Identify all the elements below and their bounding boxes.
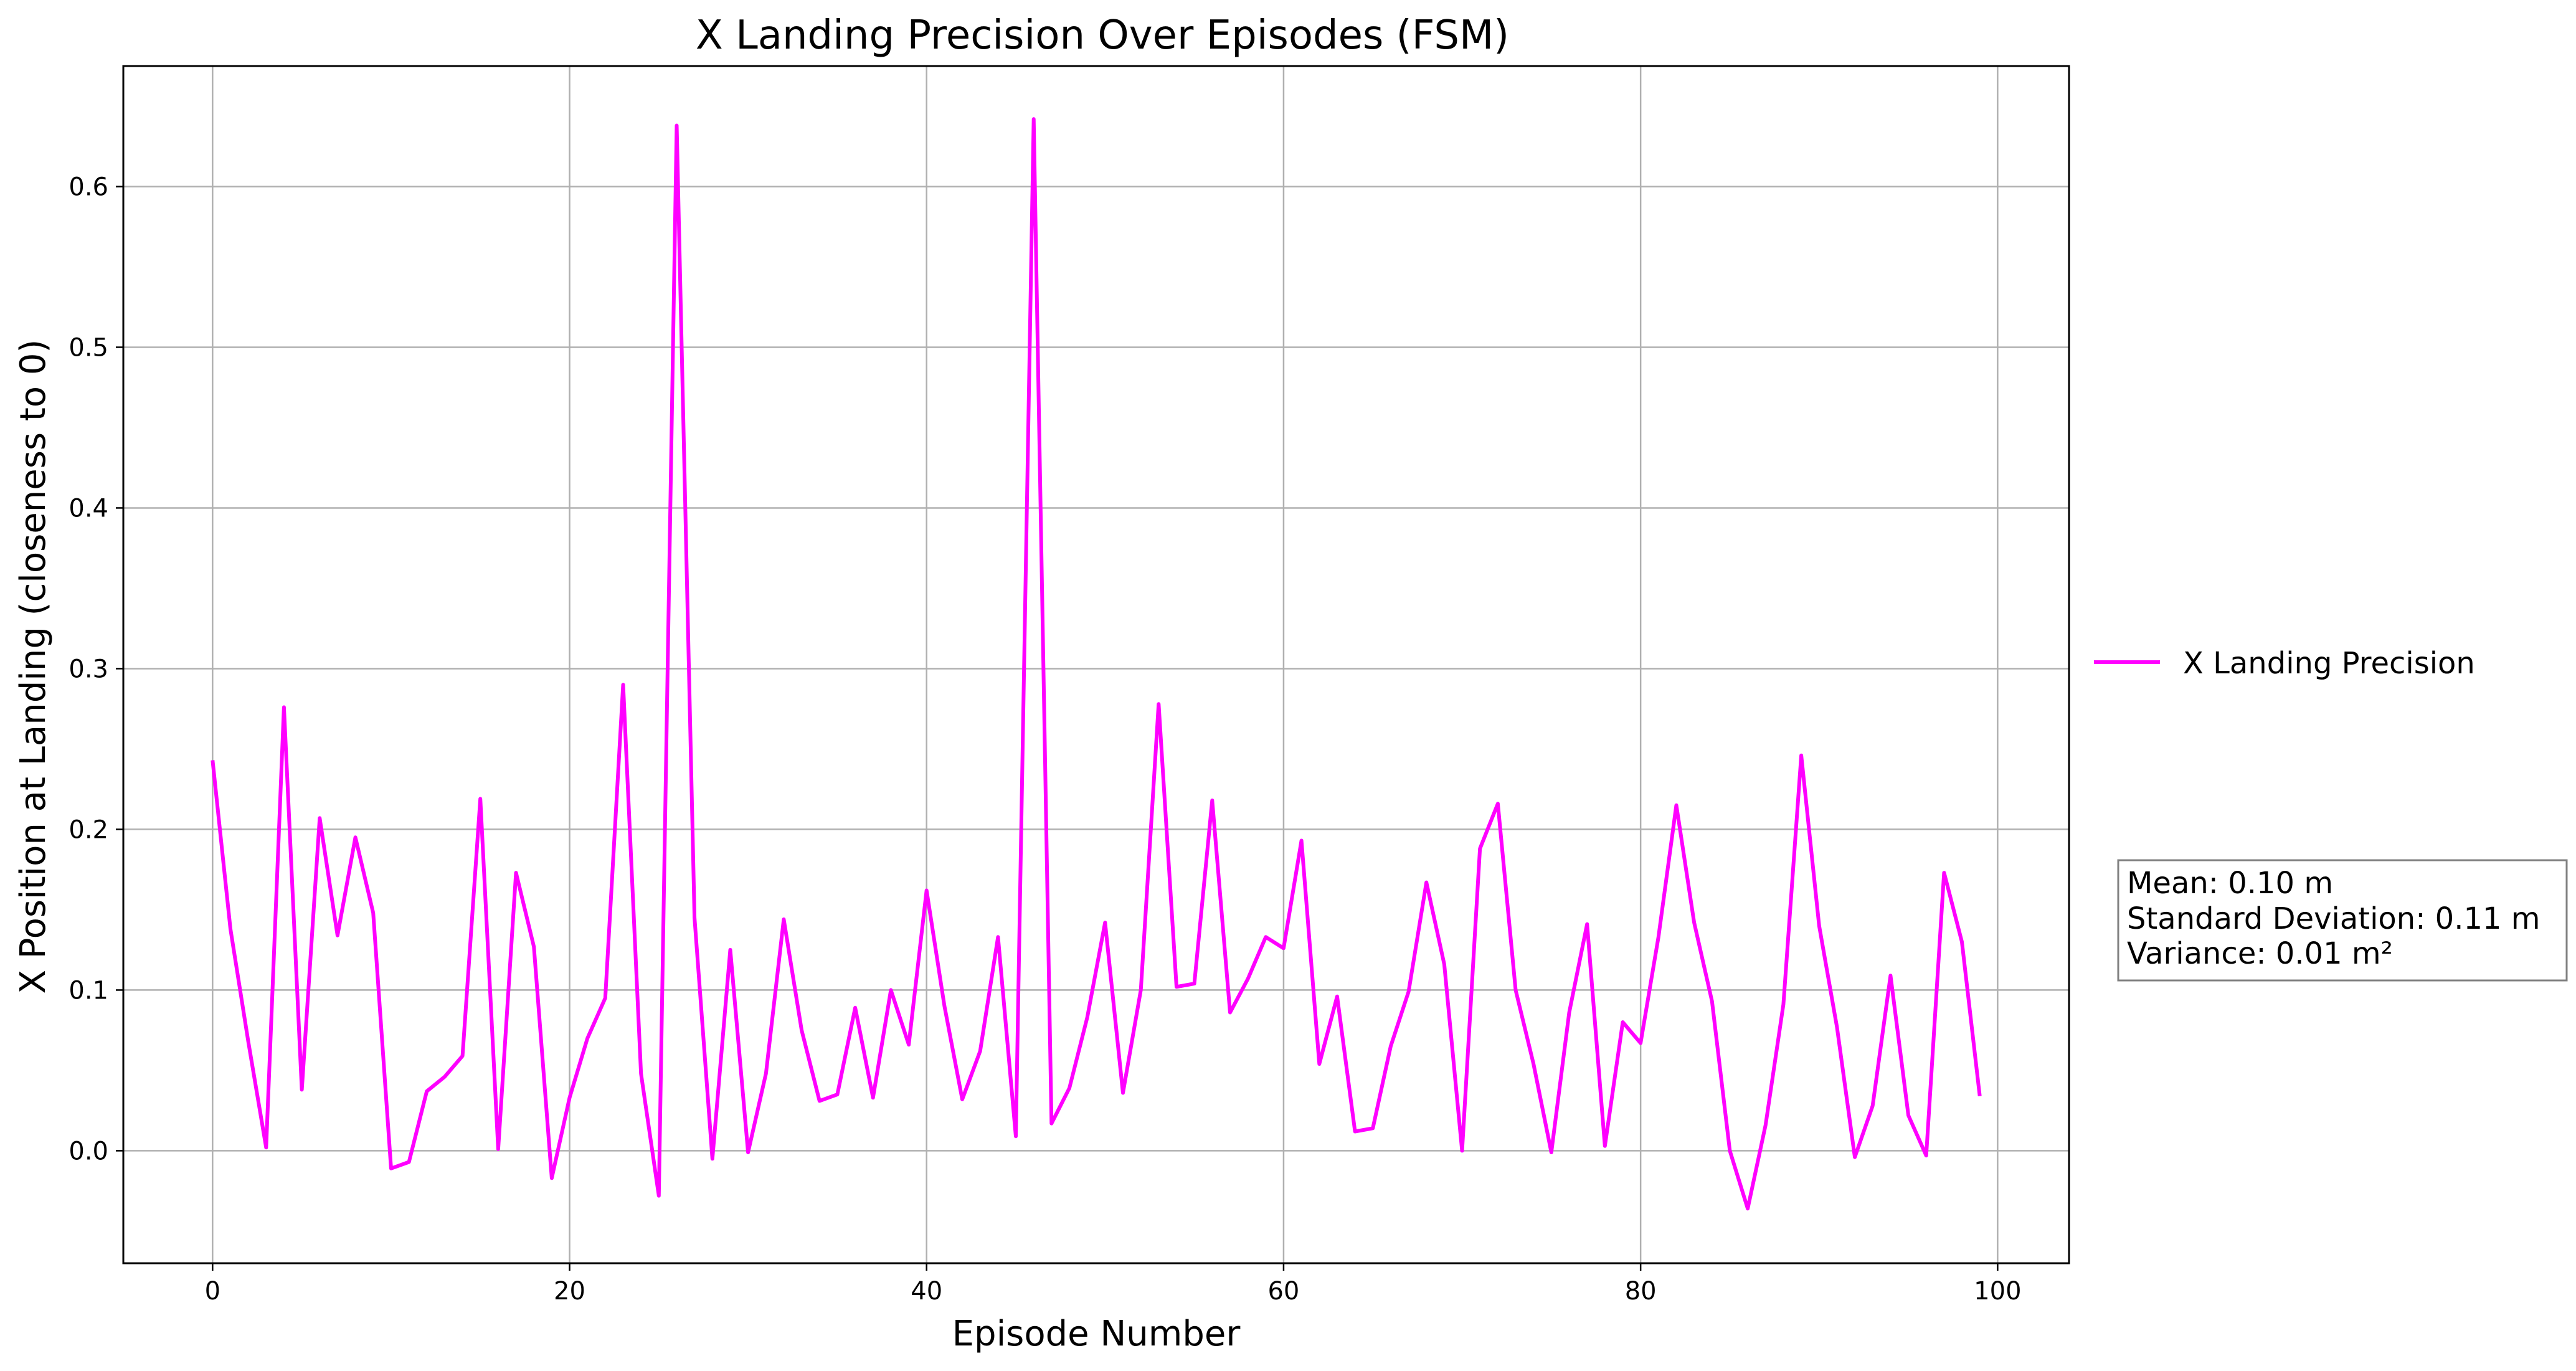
series-layer (211, 117, 1982, 1211)
x-tick-label: 20 (554, 1277, 585, 1306)
x-axis-label: Episode Number (952, 1314, 1241, 1354)
plot-frame (122, 65, 2070, 1264)
x-tick-label: 80 (1625, 1277, 1657, 1306)
stats-box (2117, 859, 2568, 982)
ticks: 0 20 40 60 80 100 0.0 0.1 0.2 0.3 0.4 0.5 0.6 (69, 173, 2021, 1306)
y-tick-label: 0.6 (69, 173, 108, 201)
y-tick-label: 0.0 (69, 1137, 108, 1165)
stats-annotation: Mean: 0.10 m Standard Deviation: 0.11 m … (2117, 859, 2568, 982)
legend: X Landing Precision (2094, 646, 2475, 681)
series-line (211, 117, 1982, 1211)
legend-label: X Landing Precision (2183, 646, 2475, 681)
chart-title: X Landing Precision Over Episodes (FSM) (696, 12, 1509, 59)
y-tick-label: 0.2 (69, 815, 108, 844)
grid (123, 66, 2069, 1263)
stats-variance: Variance: 0.01 m² (2127, 936, 2393, 971)
y-tick-label: 0.5 (69, 333, 108, 362)
y-tick-label: 0.4 (69, 494, 108, 523)
x-tick-label: 100 (1974, 1277, 2021, 1306)
stats-std: Standard Deviation: 0.11 m (2127, 901, 2540, 936)
y-tick-label: 0.1 (69, 976, 108, 1005)
x-tick-label: 40 (911, 1277, 942, 1306)
y-axis-label: X Position at Landing (closeness to 0) (13, 339, 54, 994)
x-tick-label: 0 (205, 1277, 220, 1306)
x-tick-label: 60 (1267, 1277, 1299, 1306)
y-tick-label: 0.3 (69, 655, 108, 683)
stats-mean: Mean: 0.10 m (2127, 866, 2333, 901)
